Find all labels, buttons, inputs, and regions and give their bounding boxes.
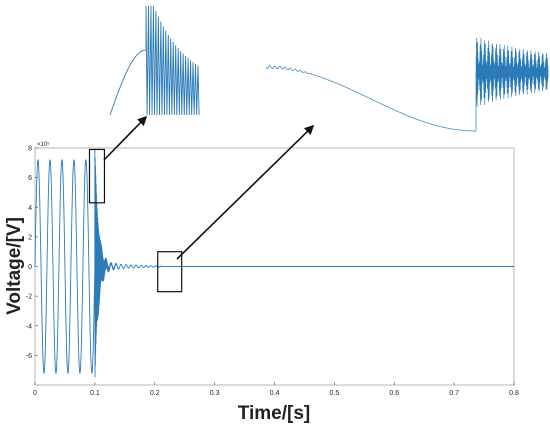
x-tick-label: 0.4 bbox=[270, 390, 280, 397]
x-axis-label: Time/[s] bbox=[238, 403, 311, 424]
arrow-to-inset-fault bbox=[103, 115, 148, 161]
x-tick-label: 0.6 bbox=[389, 390, 399, 397]
x-tick-label: 0.1 bbox=[90, 390, 100, 397]
y-tick-label: -2 bbox=[26, 294, 32, 301]
zoom-box-fault bbox=[88, 148, 106, 204]
x-tick-label: 0.8 bbox=[509, 390, 519, 397]
x-tick-label: 0.7 bbox=[449, 390, 459, 397]
y-tick-label: 6 bbox=[28, 175, 32, 182]
y-tick-label: 0 bbox=[28, 264, 32, 271]
y-tick-label: -4 bbox=[26, 323, 32, 330]
arrow-to-inset-residual bbox=[176, 124, 315, 260]
y-tick-label: 4 bbox=[28, 205, 32, 212]
x-tick-label: 0.3 bbox=[210, 390, 220, 397]
x-tick-label: 0.5 bbox=[330, 390, 340, 397]
x-tick-label: 0 bbox=[33, 390, 37, 397]
y-tick-label: 2 bbox=[28, 234, 32, 241]
inset-residual-line bbox=[265, 37, 549, 132]
zoom-box-residual bbox=[157, 251, 183, 293]
inset-fault-zoom bbox=[109, 5, 200, 116]
inset-residual-zoom bbox=[265, 37, 549, 132]
y-tick-label: 8 bbox=[28, 146, 32, 153]
y-axis-ticks: -6 -4 -2 0 2 4 6 8 bbox=[26, 146, 38, 360]
y-multiplier: ×10⁵ bbox=[37, 141, 50, 148]
x-tick-label: 0.2 bbox=[150, 390, 160, 397]
main-waveform bbox=[34, 149, 514, 378]
y-tick-label: -6 bbox=[26, 353, 32, 360]
y-axis-label: Voltage/[V] bbox=[4, 217, 25, 315]
x-axis-ticks: 0 0.1 0.2 0.3 0.4 0.5 0.6 0.7 0.8 bbox=[33, 382, 519, 397]
inset-fault-line bbox=[109, 5, 200, 116]
voltage-series-line bbox=[34, 149, 514, 378]
